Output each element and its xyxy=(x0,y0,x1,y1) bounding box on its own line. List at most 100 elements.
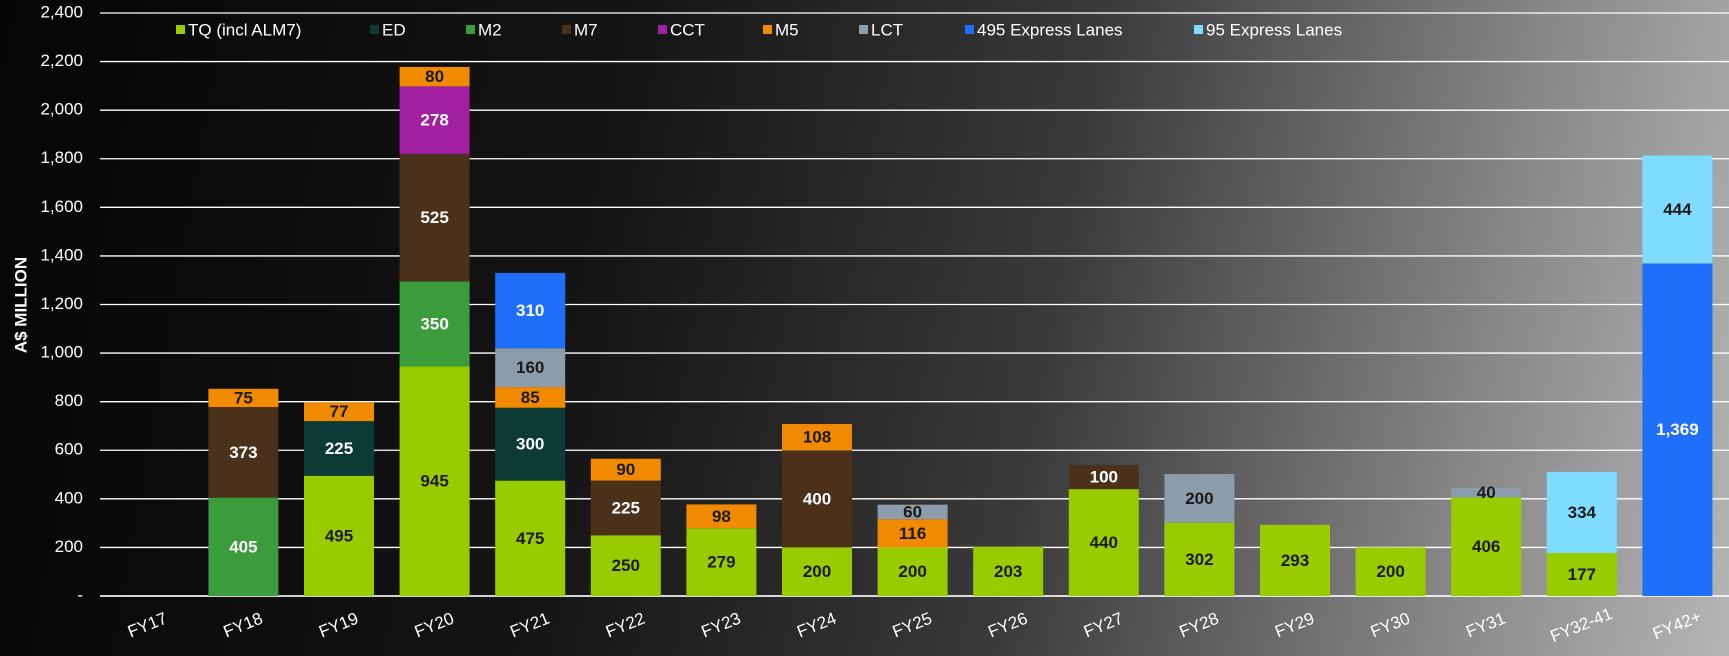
legend-swatch xyxy=(763,25,772,34)
legend-label: ED xyxy=(382,20,406,39)
bar-segment xyxy=(686,504,757,529)
bar-segment xyxy=(590,458,661,481)
y-tick-label: 400 xyxy=(55,488,83,507)
bar-segment xyxy=(1642,155,1713,264)
bar-segment xyxy=(1068,464,1139,490)
legend-label: M5 xyxy=(775,20,799,39)
bar-segment xyxy=(782,424,852,451)
bar-segment xyxy=(973,546,1044,596)
y-tick-label: 1,200 xyxy=(40,294,83,313)
data-label: 250 xyxy=(612,556,640,575)
bar-segment xyxy=(1546,471,1617,554)
bar-segment xyxy=(495,407,566,481)
bar-segment xyxy=(1451,497,1522,596)
bar-segment xyxy=(304,402,374,422)
bar-segment xyxy=(686,528,757,596)
data-label: 1,369 xyxy=(1656,420,1699,439)
legend-label: M2 xyxy=(478,20,502,39)
bar-segment xyxy=(495,348,566,388)
data-label: 200 xyxy=(898,562,926,581)
x-tick-label: FY19 xyxy=(316,609,361,642)
x-tick-label: FY31 xyxy=(1463,609,1508,642)
data-label: 334 xyxy=(1568,503,1597,522)
bar-segment xyxy=(399,86,470,154)
bar-segment xyxy=(1068,489,1139,596)
y-tick-label: 1,600 xyxy=(40,197,83,216)
data-label: 225 xyxy=(612,498,640,517)
data-label: 373 xyxy=(229,443,257,462)
legend-label: TQ (incl ALM7) xyxy=(188,20,301,39)
data-label: 495 xyxy=(325,526,353,545)
bar-segment xyxy=(1355,547,1426,596)
bar-segment xyxy=(495,480,566,596)
data-label: 406 xyxy=(1472,537,1500,556)
data-label: 40 xyxy=(1477,483,1496,502)
y-tick-label: 2,200 xyxy=(40,51,83,70)
x-tick-label: FY30 xyxy=(1368,609,1413,642)
bar-segment xyxy=(1260,524,1330,596)
data-label: 200 xyxy=(1185,489,1213,508)
legend-label: M7 xyxy=(574,20,598,39)
bar-segment xyxy=(1642,263,1713,596)
data-label: 440 xyxy=(1090,533,1118,552)
legend-swatch xyxy=(562,25,571,34)
data-label: 108 xyxy=(803,428,831,447)
bar-segment xyxy=(782,450,852,548)
x-tick-label: FY42+ xyxy=(1650,607,1704,644)
bar-segment xyxy=(495,272,566,349)
y-tick-label: 2,400 xyxy=(40,2,83,21)
y-tick-label: 200 xyxy=(55,537,83,556)
bar-segment xyxy=(1164,474,1235,523)
legend-swatch xyxy=(176,25,185,34)
legend-label: LCT xyxy=(871,20,903,39)
bar-segment xyxy=(208,407,279,498)
data-label: 90 xyxy=(616,460,635,479)
data-label: 300 xyxy=(516,435,544,454)
data-label: 302 xyxy=(1185,550,1213,569)
y-tick-label: 2,000 xyxy=(40,100,83,119)
data-label: 100 xyxy=(1090,467,1118,486)
y-tick-label: 1,000 xyxy=(40,343,83,362)
legend-swatch xyxy=(370,25,379,34)
data-label: 945 xyxy=(420,472,448,491)
x-tick-label: FY18 xyxy=(221,609,266,642)
bar-segment xyxy=(782,547,852,596)
data-label: 160 xyxy=(516,358,544,377)
data-label: 177 xyxy=(1568,565,1596,584)
bar-segment xyxy=(399,153,470,282)
data-label: 293 xyxy=(1281,551,1309,570)
x-tick-label: FY29 xyxy=(1272,609,1317,642)
data-label: 80 xyxy=(425,67,444,86)
data-label: 116 xyxy=(899,524,926,543)
data-label: 200 xyxy=(803,562,831,581)
x-tick-label: FY22 xyxy=(603,609,648,642)
y-tick-label: 800 xyxy=(55,391,83,410)
data-label: 310 xyxy=(516,301,544,320)
data-label: 405 xyxy=(229,537,257,556)
data-label: 203 xyxy=(994,562,1022,581)
legend-swatch xyxy=(466,25,475,34)
bar-segment xyxy=(208,388,279,408)
data-label: 77 xyxy=(330,402,349,421)
y-axis-label: A$ MILLION xyxy=(11,257,30,353)
x-tick-label: FY27 xyxy=(1081,609,1126,642)
x-tick-label: FY20 xyxy=(412,609,457,642)
x-tick-label: FY17 xyxy=(125,609,170,642)
bar-segment xyxy=(399,66,470,87)
legend-swatch xyxy=(859,25,868,34)
bar-segment xyxy=(877,504,948,520)
data-label: 475 xyxy=(516,529,544,548)
x-tick-label: FY21 xyxy=(507,609,552,642)
data-label: 279 xyxy=(707,553,735,572)
data-label: 525 xyxy=(420,208,448,227)
bar-segment xyxy=(877,547,948,596)
y-tick-label: 1,800 xyxy=(40,148,83,167)
data-label: 85 xyxy=(521,388,540,407)
bar-segment xyxy=(1451,487,1522,498)
x-tick-label: FY32-41 xyxy=(1548,604,1616,646)
data-label: 75 xyxy=(234,388,253,407)
bar-segment xyxy=(877,519,948,548)
bar-segment xyxy=(304,421,374,476)
x-tick-label: FY25 xyxy=(890,609,935,642)
